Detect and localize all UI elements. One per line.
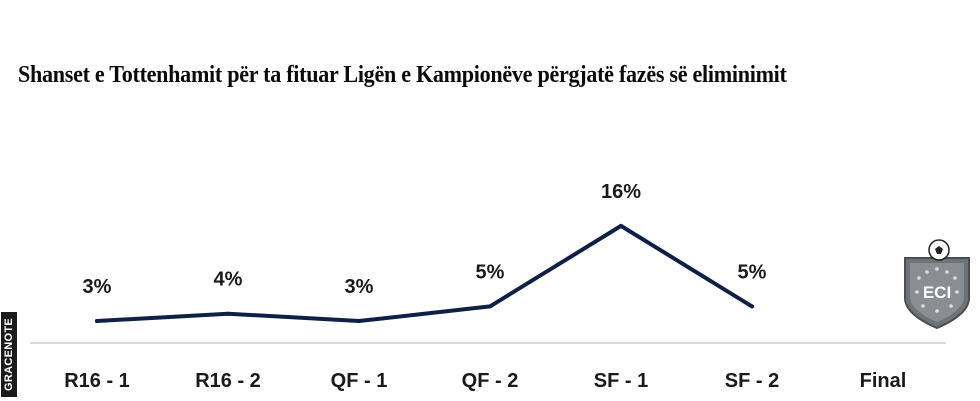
x-tick-label: SF - 1 bbox=[594, 370, 648, 392]
x-tick-labels-layer: R16 - 1 R16 - 2 QF - 1 QF - 2 SF - 1 SF - 2 Fi… bbox=[64, 370, 906, 392]
data-point bbox=[488, 304, 492, 309]
logo-text: ECI bbox=[923, 283, 951, 302]
data-labels-layer: 3% 4% 3% 5% 16% 5% bbox=[83, 181, 767, 298]
eci-logo: ECI bbox=[904, 239, 970, 330]
data-point bbox=[95, 319, 99, 324]
chart-title: Shanset e Tottenhamit për ta fituar Ligë… bbox=[18, 62, 787, 88]
x-tick-label: R16 - 1 bbox=[64, 370, 130, 392]
data-point bbox=[750, 304, 754, 309]
data-label: 5% bbox=[738, 261, 767, 283]
data-point bbox=[357, 319, 361, 324]
data-point bbox=[226, 311, 230, 316]
series-layer bbox=[95, 223, 754, 324]
x-tick-label: QF - 2 bbox=[462, 370, 519, 392]
series-line bbox=[95, 223, 754, 324]
data-label: 16% bbox=[601, 181, 641, 203]
stars-icon bbox=[915, 267, 959, 313]
x-tick-label: R16 - 2 bbox=[195, 370, 261, 392]
x-tick-label: QF - 1 bbox=[331, 370, 388, 392]
source-label: GRACENOTE bbox=[1, 312, 17, 397]
x-tick-label: SF - 2 bbox=[725, 370, 779, 392]
data-label: 4% bbox=[214, 269, 243, 291]
data-label: 3% bbox=[345, 276, 374, 298]
data-label: 3% bbox=[83, 276, 112, 298]
data-label: 5% bbox=[476, 261, 505, 283]
x-tick-label: Final bbox=[860, 370, 907, 392]
data-point bbox=[619, 223, 623, 228]
